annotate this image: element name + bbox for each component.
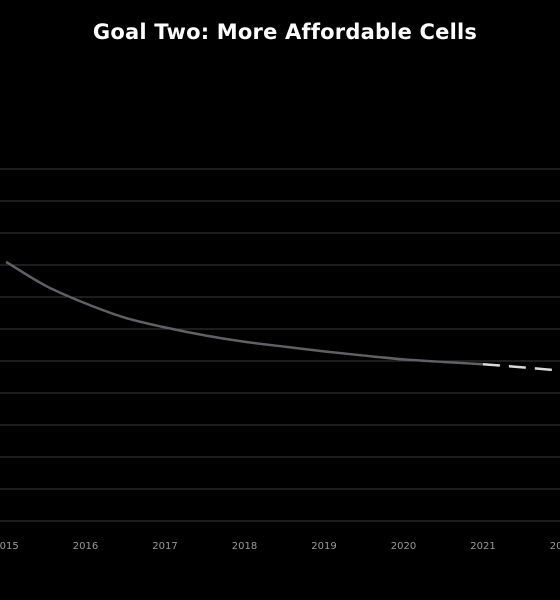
slide-title: Goal Two: More Affordable Cells: [92, 20, 478, 44]
series-lines: [5, 260, 560, 372]
x-tick-labels: 2015 2016 2017 2018 2019 2020 2021 2022: [0, 541, 560, 552]
x-tick-label: 2015: [0, 541, 19, 552]
x-tick-label: 2019: [311, 541, 336, 552]
actual-series-line: [5, 260, 484, 366]
x-tick-label: 2021: [470, 541, 495, 552]
x-tick-label: 2018: [232, 541, 257, 552]
projection-series-line: [482, 362, 560, 372]
x-tick-label: 2022: [550, 541, 560, 552]
x-tick-label: 2020: [391, 541, 416, 552]
gridlines: [0, 168, 560, 522]
x-tick-label: 2016: [73, 541, 98, 552]
x-tick-label: 2017: [152, 541, 177, 552]
